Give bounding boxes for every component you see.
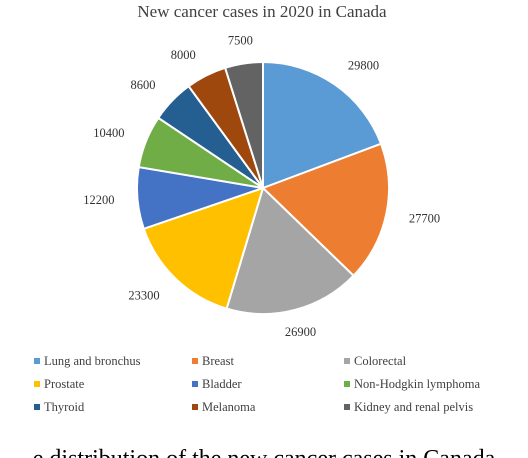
legend-label-prostate: Prostate	[44, 377, 85, 391]
data-labels: 29800 27700 26900 23300 12200 10400 8600 8000 75…	[83, 34, 440, 340]
legend-label-lung-and-bronchus: Lung and bronchus	[44, 354, 141, 368]
legend-swatch-lung-and-bronchus	[34, 358, 40, 364]
legend-label-bladder: Bladder	[202, 377, 242, 391]
legend-item-kidney-and-renal-pelvis: Kidney and renal pelvis	[344, 400, 473, 414]
legend-item-prostate: Prostate	[34, 377, 85, 391]
pie-slice-prostate	[142, 186, 265, 310]
data-label-non-hodgkin-lymphoma: 10400	[93, 126, 124, 140]
legend-swatch-prostate	[34, 381, 40, 387]
legend-label-colorectal: Colorectal	[354, 354, 407, 368]
legend-item-breast: Breast	[192, 354, 234, 368]
legend-item-colorectal: Colorectal	[344, 354, 407, 368]
legend-label-kidney-and-renal-pelvis: Kidney and renal pelvis	[354, 400, 473, 414]
data-label-prostate: 23300	[128, 288, 159, 302]
pie-slices	[136, 60, 390, 315]
legend-swatch-non-hodgkin-lymphoma	[344, 381, 350, 387]
legend: Lung and bronchus Breast Colorectal Prostat…	[34, 354, 480, 414]
pie-slice-breast	[261, 142, 390, 278]
pie-slice-colorectal	[225, 186, 355, 315]
legend-label-non-hodgkin-lymphoma: Non-Hodgkin lymphoma	[354, 377, 480, 391]
legend-label-breast: Breast	[202, 354, 234, 368]
chart-title: New cancer cases in 2020 in Canada	[137, 2, 387, 21]
data-label-thyroid: 8600	[131, 78, 156, 92]
legend-item-lung-and-bronchus: Lung and bronchus	[34, 354, 141, 368]
data-label-colorectal: 26900	[285, 325, 316, 339]
data-label-breast: 27700	[409, 211, 440, 225]
legend-item-melanoma: Melanoma	[192, 400, 256, 414]
data-label-bladder: 12200	[83, 193, 114, 207]
legend-swatch-melanoma	[192, 404, 198, 410]
data-label-kidney-and-renal-pelvis: 7500	[228, 34, 253, 48]
legend-swatch-breast	[192, 358, 198, 364]
legend-item-bladder: Bladder	[192, 377, 242, 391]
data-label-lung-and-bronchus: 29800	[348, 59, 379, 73]
figure-caption: e distribution of the new cancer cases i…	[33, 446, 496, 458]
legend-swatch-kidney-and-renal-pelvis	[344, 404, 350, 410]
legend-swatch-thyroid	[34, 404, 40, 410]
legend-item-thyroid: Thyroid	[34, 400, 85, 414]
legend-swatch-bladder	[192, 381, 198, 387]
pie-slice-kidney-and-renal-pelvis	[223, 60, 264, 189]
data-label-melanoma: 8000	[171, 48, 196, 62]
legend-item-non-hodgkin-lymphoma: Non-Hodgkin lymphoma	[344, 377, 480, 391]
legend-label-melanoma: Melanoma	[202, 400, 256, 414]
legend-swatch-colorectal	[344, 358, 350, 364]
pie-slice-lung-and-bronchus	[262, 60, 383, 190]
legend-label-thyroid: Thyroid	[44, 400, 85, 414]
